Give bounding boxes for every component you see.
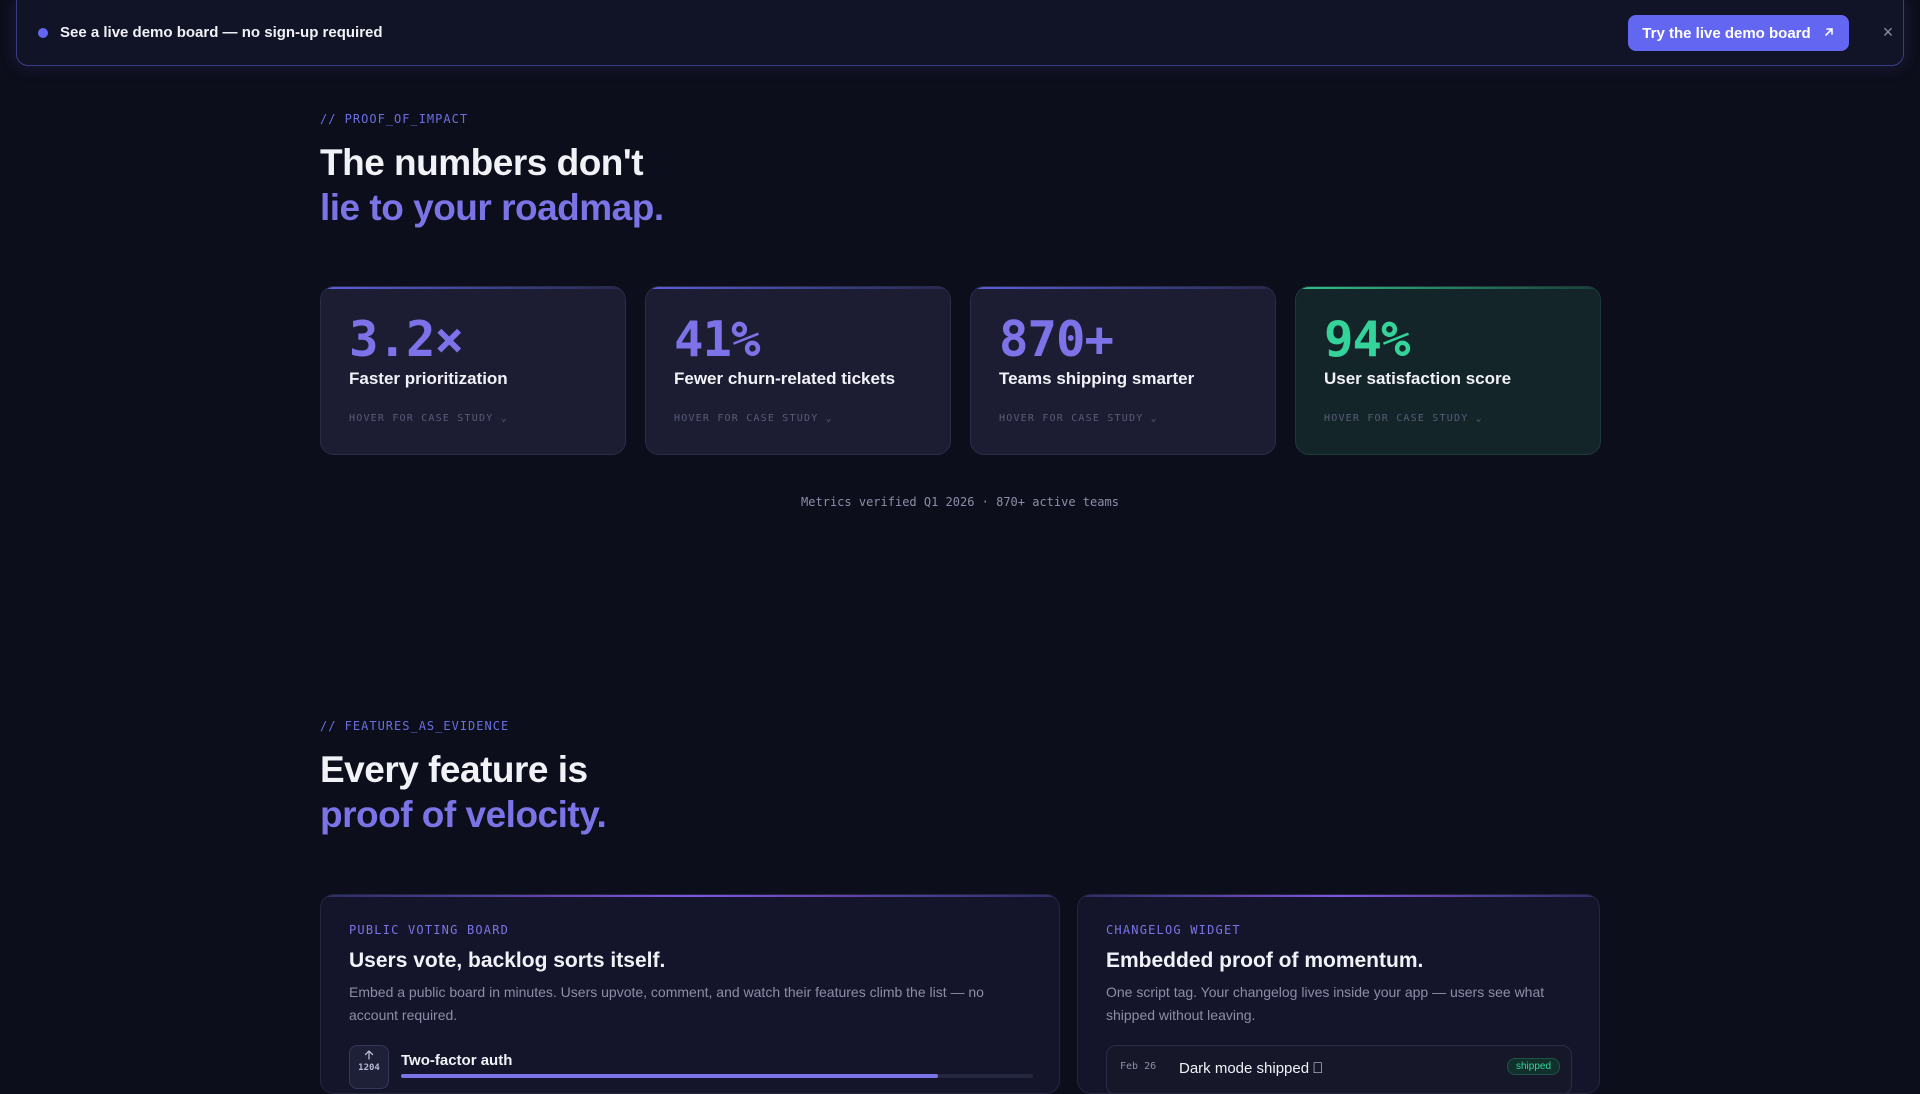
changelog-desc-line1: One script tag. Your changelog lives ins… [1106,984,1545,1000]
stat-value: 3.2× [349,311,464,368]
stat-label: Fewer churn-related tickets [674,369,896,388]
voting-eyebrow: PUBLIC VOTING BOARD [349,923,510,937]
try-demo-label: Try the live demo board [1642,24,1811,42]
changelog-date: Feb 26 [1120,1061,1157,1072]
voting-board-card: PUBLIC VOTING BOARD Users vote, backlog … [320,894,1060,1094]
voting-description: Embed a public board in minutes. Users u… [349,981,984,1027]
vote-item-title: Two-factor auth [401,1052,513,1069]
impact-headline-line2: lie to your roadmap. [320,187,664,228]
stat-value: 94% [1324,311,1411,368]
stat-hint: HOVER FOR CASE STUDY ⌄ [674,413,833,424]
arrow-up-icon [350,1049,388,1063]
stat-card-prioritization[interactable]: 3.2× Faster prioritization HOVER FOR CAS… [320,286,626,455]
close-icon[interactable]: × [1882,22,1894,42]
stat-card-teams[interactable]: 870+ Teams shipping smarter HOVER FOR CA… [970,286,1276,455]
impact-headline-line1: The numbers don't [320,142,644,183]
vote-progress-track [401,1074,1033,1078]
stat-card-churn[interactable]: 41% Fewer churn-related tickets HOVER FO… [645,286,951,455]
stat-hint: HOVER FOR CASE STUDY ⌄ [999,413,1158,424]
stat-hint: HOVER FOR CASE STUDY ⌄ [1324,413,1483,424]
changelog-eyebrow: CHANGELOG WIDGET [1106,923,1241,937]
changelog-desc-line2: shipped without leaving. [1106,1007,1256,1023]
vote-progress-fill [401,1074,939,1078]
voting-title: Users vote, backlog sorts itself. [349,949,666,972]
status-dot [38,28,48,38]
arrow-up-right-icon [1823,25,1835,41]
features-headline-line2: proof of velocity. [320,794,607,835]
banner-text: See a live demo board — no sign-up requi… [60,24,383,41]
stat-label: Faster prioritization [349,369,508,388]
upvote-button[interactable]: 1204 [349,1045,389,1089]
changelog-card: CHANGELOG WIDGET Embedded proof of momen… [1077,894,1600,1094]
impact-eyebrow: // PROOF_OF_IMPACT [320,112,469,126]
demo-banner: See a live demo board — no sign-up requi… [16,0,1904,66]
stat-value: 870+ [999,311,1114,368]
try-demo-button[interactable]: Try the live demo board [1628,15,1849,51]
impact-headline: The numbers don't lie to your roadmap. [320,140,664,230]
stat-label: User satisfaction score [1324,369,1512,388]
features-headline: Every feature is proof of velocity. [320,747,607,837]
vote-count: 1204 [358,1063,380,1073]
stat-card-satisfaction[interactable]: 94% User satisfaction score HOVER FOR CA… [1295,286,1601,455]
metrics-note: Metrics verified Q1 2026 · 870+ active t… [801,495,1119,509]
features-headline-line1: Every feature is [320,749,588,790]
changelog-title: Embedded proof of momentum. [1106,949,1424,972]
features-eyebrow: // FEATURES_AS_EVIDENCE [320,719,510,733]
stat-label: Teams shipping smarter [999,369,1195,388]
stat-value: 41% [674,311,761,368]
changelog-description: One script tag. Your changelog lives ins… [1106,981,1544,1027]
stat-hint: HOVER FOR CASE STUDY ⌄ [349,413,508,424]
changelog-item[interactable]: Feb 26 Dark mode shipped ⎕ shipped [1106,1045,1572,1093]
voting-desc-line1: Embed a public board in minutes. Users u… [349,984,984,1000]
status-badge: shipped [1507,1058,1561,1075]
changelog-item-title: Dark mode shipped ⎕ [1179,1060,1323,1077]
voting-desc-line2: account required. [349,1007,458,1023]
